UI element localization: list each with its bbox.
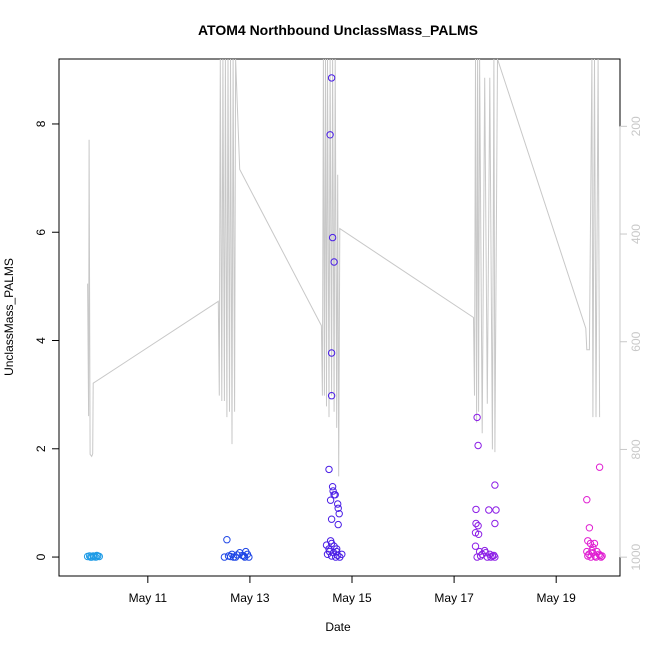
data-point [330, 258, 338, 266]
data-point [335, 510, 343, 518]
data-point [598, 552, 606, 560]
data-point [471, 542, 480, 550]
data-point [328, 483, 337, 491]
data-point [327, 392, 336, 400]
data-point [338, 550, 346, 558]
x-tick-label: May 13 [230, 591, 270, 605]
x-axis-label: Date [325, 620, 351, 634]
x-tick-label: May 17 [434, 591, 474, 605]
data-point [240, 552, 248, 560]
y2-tick-label: 1000 [629, 543, 643, 570]
x-tick-label: May 11 [129, 591, 168, 605]
data-point [322, 541, 331, 549]
data-point [583, 496, 591, 504]
data-point [590, 539, 599, 548]
data-point [586, 539, 595, 548]
data-point [325, 547, 334, 556]
data-point [326, 537, 335, 545]
data-point [245, 553, 253, 561]
data-point [474, 441, 482, 450]
data-point [474, 530, 483, 538]
data-point [482, 549, 490, 557]
data-point [223, 536, 231, 544]
data-point [474, 522, 482, 530]
y-tick-label: 8 [34, 120, 48, 127]
x-tick-label: May 19 [537, 591, 577, 605]
data-point [472, 505, 480, 514]
data-point [595, 463, 604, 471]
data-point [334, 500, 342, 508]
data-point [333, 545, 341, 553]
y2-tick-label: 400 [629, 224, 643, 244]
data-point [327, 349, 336, 357]
y2-tick-label: 600 [629, 331, 643, 351]
data-point [326, 496, 335, 504]
y-tick-label: 4 [34, 337, 48, 344]
data-point [328, 233, 337, 242]
pressure-line-layer [87, 58, 601, 477]
data-point [334, 520, 342, 529]
data-point [226, 552, 235, 561]
data-point [325, 465, 333, 474]
data-point [220, 553, 229, 561]
y2-tick-label: 800 [629, 439, 643, 459]
data-point [492, 506, 500, 514]
data-point [334, 504, 342, 512]
axes-layer: May 11 May 13 May 15 May 17 May 19 0 2 4 6 8 200 40… [34, 116, 643, 605]
data-point [327, 515, 336, 523]
data-point [491, 519, 499, 528]
data-point [326, 131, 334, 139]
data-point [229, 553, 238, 561]
y-tick-label: 0 [34, 553, 48, 560]
data-point [327, 74, 336, 82]
data-point [491, 481, 499, 489]
data-point [585, 524, 594, 532]
data-point [476, 552, 485, 560]
y-tick-label: 6 [34, 229, 48, 236]
data-point [472, 519, 480, 528]
data-point [473, 553, 481, 561]
data-point [485, 506, 493, 514]
data-point [473, 413, 481, 422]
data-point [589, 543, 597, 551]
x-tick-label: May 15 [332, 591, 372, 605]
data-point [242, 547, 250, 556]
data-point [597, 553, 605, 561]
data-point [331, 491, 339, 499]
data-point [584, 552, 592, 560]
data-point [332, 553, 340, 561]
data-point [94, 552, 102, 560]
y2-tick-label: 200 [629, 116, 643, 136]
data-point [329, 487, 337, 495]
chart-title: ATOM4 Northbound UnclassMass_PALMS [198, 22, 478, 38]
data-point [490, 551, 498, 560]
pressure-line [87, 58, 601, 477]
data-point [491, 553, 499, 561]
data-points-layer [83, 74, 606, 561]
data-point [588, 546, 596, 555]
y-tick-label: 2 [34, 445, 48, 452]
y-axis-label: UnclassMass_PALMS [2, 258, 16, 376]
data-point [231, 553, 240, 561]
